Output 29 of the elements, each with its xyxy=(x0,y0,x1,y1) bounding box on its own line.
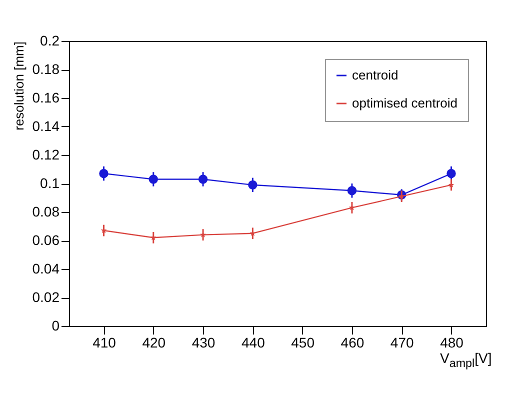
legend-label: optimised centroid xyxy=(352,96,458,110)
point xyxy=(347,186,357,196)
y-tick-label: 0 xyxy=(52,318,60,334)
y-tick-label: 0.04 xyxy=(32,260,60,276)
y-tick-label: 0.02 xyxy=(32,289,60,305)
y-tick-label: 0.1 xyxy=(40,175,60,191)
point xyxy=(248,180,258,190)
y-tick-label: 0.18 xyxy=(32,61,60,77)
x-tick-label: 450 xyxy=(291,334,315,350)
point xyxy=(148,174,158,184)
x-tick-label: 430 xyxy=(192,334,216,350)
point xyxy=(198,174,208,184)
x-tick-label: 470 xyxy=(390,334,414,350)
y-tick-label: 0.12 xyxy=(32,146,60,162)
y-tick-label: 0.14 xyxy=(32,118,60,134)
y-tick-label: 0.16 xyxy=(32,90,60,106)
point xyxy=(99,168,108,178)
legend-label: centroid xyxy=(352,68,398,82)
x-tick-label: 480 xyxy=(440,334,464,350)
y-tick-label: 0.2 xyxy=(40,32,60,48)
point xyxy=(446,168,456,178)
x-tick-label: 460 xyxy=(340,334,364,350)
x-tick-label: 410 xyxy=(92,334,116,350)
y-axis-title: resolution [mm] xyxy=(11,42,26,130)
x-tick-label: 420 xyxy=(142,334,166,350)
x-tick-label: 440 xyxy=(242,334,266,350)
x-axis-title: V$_{ampl}$[V] xyxy=(440,350,492,370)
y-tick-label: 0.06 xyxy=(32,232,60,248)
y-tick-label: 0.08 xyxy=(32,204,60,220)
